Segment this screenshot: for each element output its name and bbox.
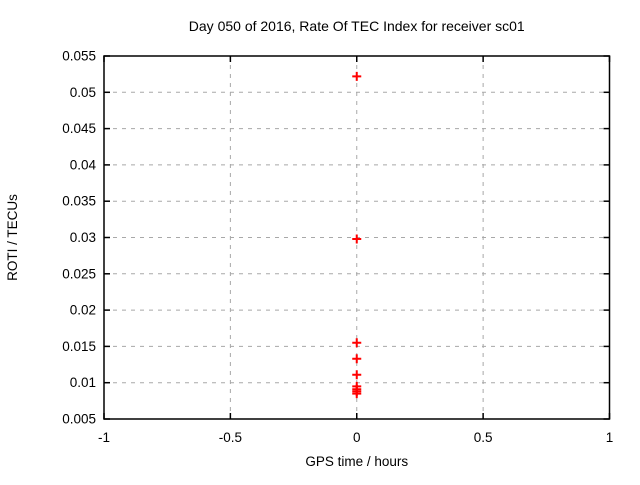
tick-labels-layer: -1 -0.5 0 0.5 1 0.005 0.01 0.015 0.02 0.025 0.03 0.…	[62, 49, 613, 446]
data-point-marker	[352, 338, 362, 348]
y-tick-label: 0.04	[70, 157, 97, 172]
y-tick-label: 0.035	[62, 194, 96, 209]
y-tick-label: 0.045	[62, 121, 96, 136]
y-tick-label: 0.055	[62, 49, 96, 64]
x-tick-label: -1	[98, 430, 110, 445]
y-tick-label: 0.005	[62, 412, 96, 427]
chart-title: Day 050 of 2016, Rate Of TEC Index for r…	[189, 18, 525, 34]
data-point-marker	[352, 234, 362, 244]
x-tick-label: -0.5	[219, 430, 242, 445]
y-tick-label: 0.02	[70, 303, 96, 318]
y-tick-label: 0.025	[62, 266, 96, 281]
y-tick-label: 0.03	[70, 230, 96, 245]
y-axis-label: ROTI / TECUs	[5, 194, 20, 281]
x-axis-label: GPS time / hours	[305, 454, 408, 469]
y-tick-label: 0.015	[62, 339, 96, 354]
ticks-layer	[103, 55, 611, 420]
data-points-layer	[352, 71, 362, 399]
x-tick-label: 0	[353, 430, 361, 445]
y-tick-label: 0.01	[70, 375, 96, 390]
x-tick-label: 0.5	[474, 430, 493, 445]
data-point-marker	[352, 389, 362, 399]
y-tick-label: 0.05	[70, 85, 96, 100]
x-tick-label: 1	[606, 430, 614, 445]
data-point-marker	[352, 370, 362, 380]
data-point-marker	[352, 354, 362, 364]
data-point-marker	[352, 71, 362, 81]
